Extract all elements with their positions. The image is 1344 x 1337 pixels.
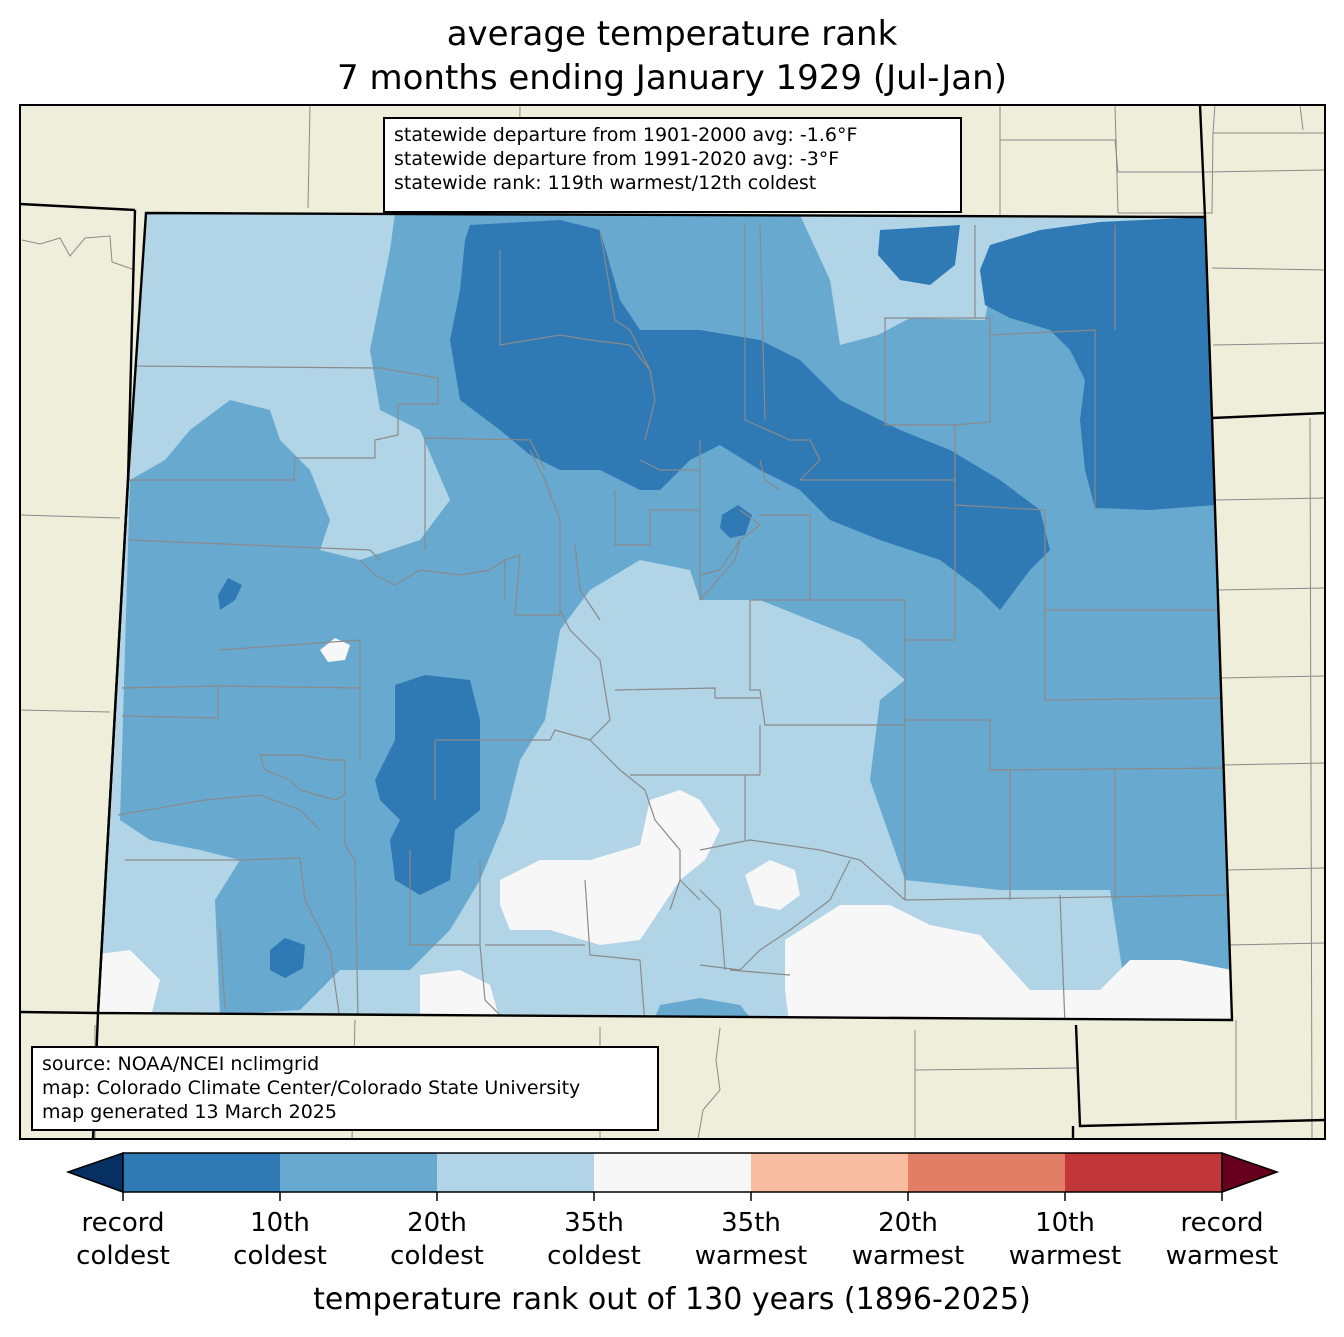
colorbar-tick-label-rank: record [1180, 1208, 1264, 1238]
generated-date-line: map generated 13 March 2025 [42, 1101, 337, 1123]
colorbar-tick-label: record coldest [43, 1207, 203, 1273]
colorbar-tick-label-side: warmest [1008, 1241, 1122, 1271]
colorbar-tick-label: 20th coldest [357, 1207, 517, 1273]
colorbar-tick-label-side: coldest [76, 1241, 170, 1271]
colorbar-tick-label: 35th coldest [514, 1207, 674, 1273]
colorado-county-lines [117, 224, 1231, 1020]
nebraska-wyoming-border [1198, 105, 1207, 218]
colorbar-bin [908, 1153, 1066, 1192]
colorbar-tick-label-rank: 10th [250, 1208, 310, 1238]
colorbar-bin [437, 1153, 595, 1192]
colorbar-tick-label-rank: record [81, 1208, 165, 1238]
colorbar-bin [123, 1153, 281, 1192]
colorbar-over-arrow [1221, 1151, 1280, 1194]
colorbar-tick-label-side: coldest [547, 1241, 641, 1271]
source-line: source: NOAA/NCEI nclimgrid [42, 1053, 320, 1075]
colorbar-bin [594, 1153, 752, 1192]
statewide-stats-box: statewide departure from 1901-2000 avg: … [383, 117, 962, 213]
colorbar-tick-label-side: warmest [694, 1241, 808, 1271]
colorbar-tick-label-side: warmest [1165, 1241, 1279, 1271]
wyoming-utah-border [20, 202, 136, 212]
colorbar-bin [280, 1153, 438, 1192]
oklahoma-texas-border [1074, 1024, 1325, 1128]
colorbar-tick-label-side: coldest [390, 1241, 484, 1271]
colorbar-tick-label: 10th coldest [200, 1207, 360, 1273]
stats-line-1991-2020: statewide departure from 1991-2020 avg: … [394, 148, 840, 170]
colorbar-tick-label-rank: 10th [1035, 1208, 1095, 1238]
arizona-nm-border [20, 1010, 99, 1015]
map-credit-line: map: Colorado Climate Center/Colorado St… [42, 1077, 581, 1099]
colorbar-tick-label: 35th warmest [671, 1207, 831, 1273]
colorbar-tick-label-side: warmest [851, 1241, 965, 1271]
nebraska-kansas-border [1211, 411, 1325, 420]
colorbar-tick-label-rank: 35th [721, 1208, 781, 1238]
colorbar-tick-label-rank: 35th [564, 1208, 624, 1238]
colorado-rank-field [98, 213, 1232, 1020]
colorbar-tick-label: 10th warmest [985, 1207, 1145, 1273]
colorbar [65, 1151, 1280, 1201]
colorbar-tick-label-rank: 20th [878, 1208, 938, 1238]
map-frame [20, 105, 1325, 1139]
map-title-line1: average temperature rank [446, 14, 898, 54]
colorbar-under-arrow [65, 1151, 124, 1194]
colorbar-tick-label-rank: 20th [407, 1208, 467, 1238]
colorbar-tick-label: 20th warmest [828, 1207, 988, 1273]
stats-line-1901-2000: statewide departure from 1901-2000 avg: … [394, 124, 858, 146]
map-frame-border [19, 104, 1326, 1140]
map-title-line2: 7 months ending January 1929 (Jul-Jan) [337, 58, 1007, 98]
colorbar-tick-label-side: coldest [233, 1241, 327, 1271]
colorbar-tick-label: record warmest [1142, 1207, 1302, 1273]
stats-line-rank: statewide rank: 119th warmest/12th colde… [394, 172, 817, 194]
colorbar-bin [751, 1153, 909, 1192]
colorbar-bin [1065, 1153, 1223, 1192]
source-info-box: source: NOAA/NCEI nclimgrid map: Colorad… [31, 1046, 659, 1131]
colorbar-title: temperature rank out of 130 years (1896-… [313, 1282, 1031, 1317]
